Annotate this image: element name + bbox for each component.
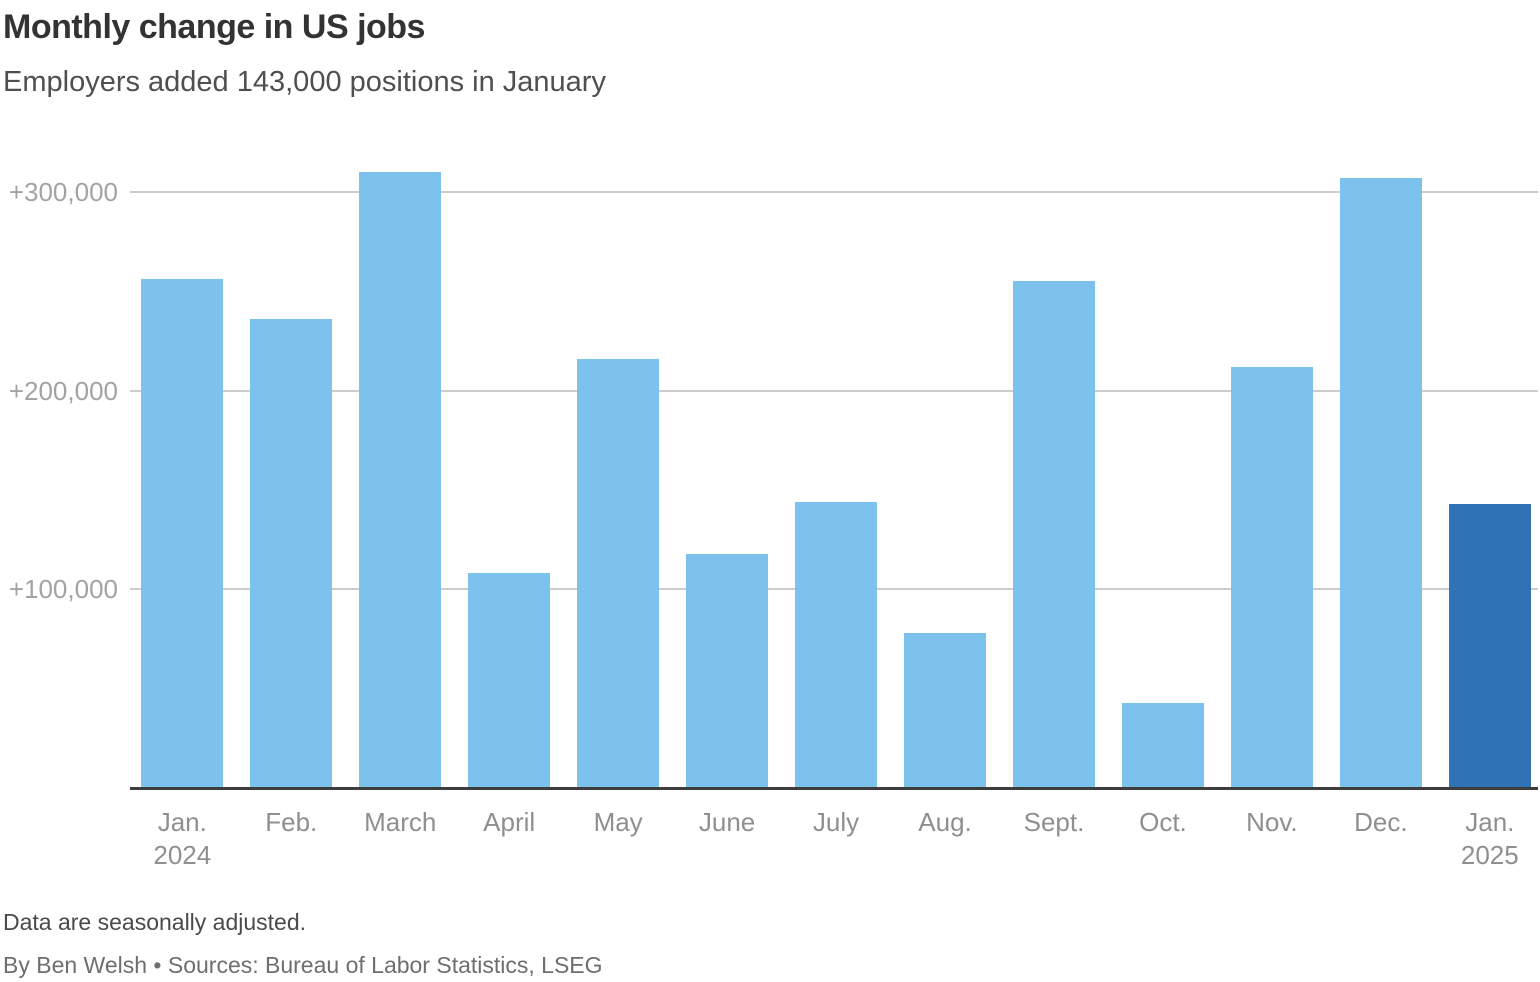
x-axis-tick-label: March <box>364 807 437 837</box>
x-axis-tick-label: Feb. <box>265 807 318 837</box>
bar-april <box>468 573 551 788</box>
x-axis-tick-label: Sept. <box>1023 807 1085 837</box>
x-axis-tick-label: Jan. 2025 <box>1460 807 1519 870</box>
x-axis-tick-label: July <box>812 807 860 837</box>
bar-june <box>686 553 769 788</box>
bar-aug <box>904 633 987 788</box>
x-axis-tick-label: April <box>483 807 536 837</box>
bar-dec <box>1339 178 1422 788</box>
x-axis-tick-label: Dec. <box>1354 807 1408 837</box>
x-axis-tick-label: Oct. <box>1139 807 1187 837</box>
y-axis-tick-label: +300,000 <box>8 177 118 207</box>
x-axis-tick-label: Aug. <box>918 807 972 837</box>
bar-sept <box>1012 281 1095 788</box>
y-axis-tick-label: +200,000 <box>8 375 118 406</box>
chart-byline: By Ben Welsh • Sources: Bureau of Labor … <box>3 952 603 978</box>
chart-subtitle: Employers added 143,000 positions in Jan… <box>3 66 606 98</box>
y-axis-tick-label: +100,000 <box>8 574 118 605</box>
bar-march <box>359 172 442 788</box>
gridline-200000 <box>130 389 1538 392</box>
x-axis-tick-label: May <box>593 807 643 837</box>
bar-feb <box>250 319 333 788</box>
chart-footnote: Data are seasonally adjusted. <box>3 909 307 935</box>
x-axis-tick-label: Jan. 2024 <box>153 807 212 870</box>
bar-july <box>795 501 878 788</box>
bar-jan-2024 <box>141 279 224 788</box>
bar-jan-2025 <box>1448 503 1531 788</box>
bar-may <box>577 358 660 788</box>
bar-nov <box>1230 366 1313 788</box>
x-axis-tick-label: June <box>698 807 756 837</box>
gridline-300000 <box>130 191 1538 193</box>
x-axis-tick-label: Nov. <box>1246 807 1298 837</box>
chart-title: Monthly change in US jobs <box>3 8 425 46</box>
x-axis-line <box>130 787 1538 790</box>
bar-oct <box>1121 702 1204 788</box>
